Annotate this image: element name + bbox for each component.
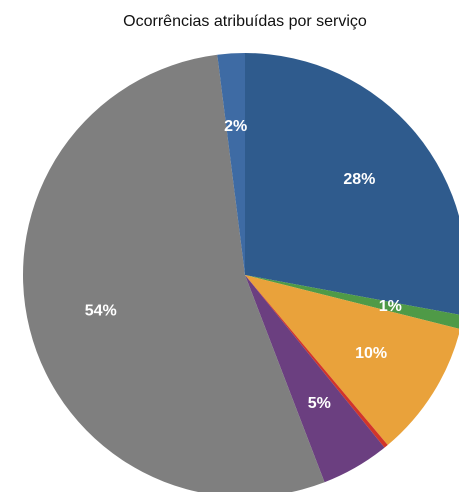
pie-slice [245,275,459,329]
chart-title: Ocorrências atribuídas por serviço [123,13,367,30]
pie-slice [217,53,245,275]
data-label: 28% [343,171,375,188]
pie-slice [245,275,388,448]
data-label: 1% [379,298,402,315]
pie-slice [245,275,385,483]
pie-slice [245,53,459,315]
data-label: 10% [355,345,387,362]
data-label: 5% [308,395,331,412]
pie-slice [245,275,459,446]
data-label: 2% [224,118,247,135]
pie-slice [23,54,325,492]
data-label: 54% [85,302,117,319]
